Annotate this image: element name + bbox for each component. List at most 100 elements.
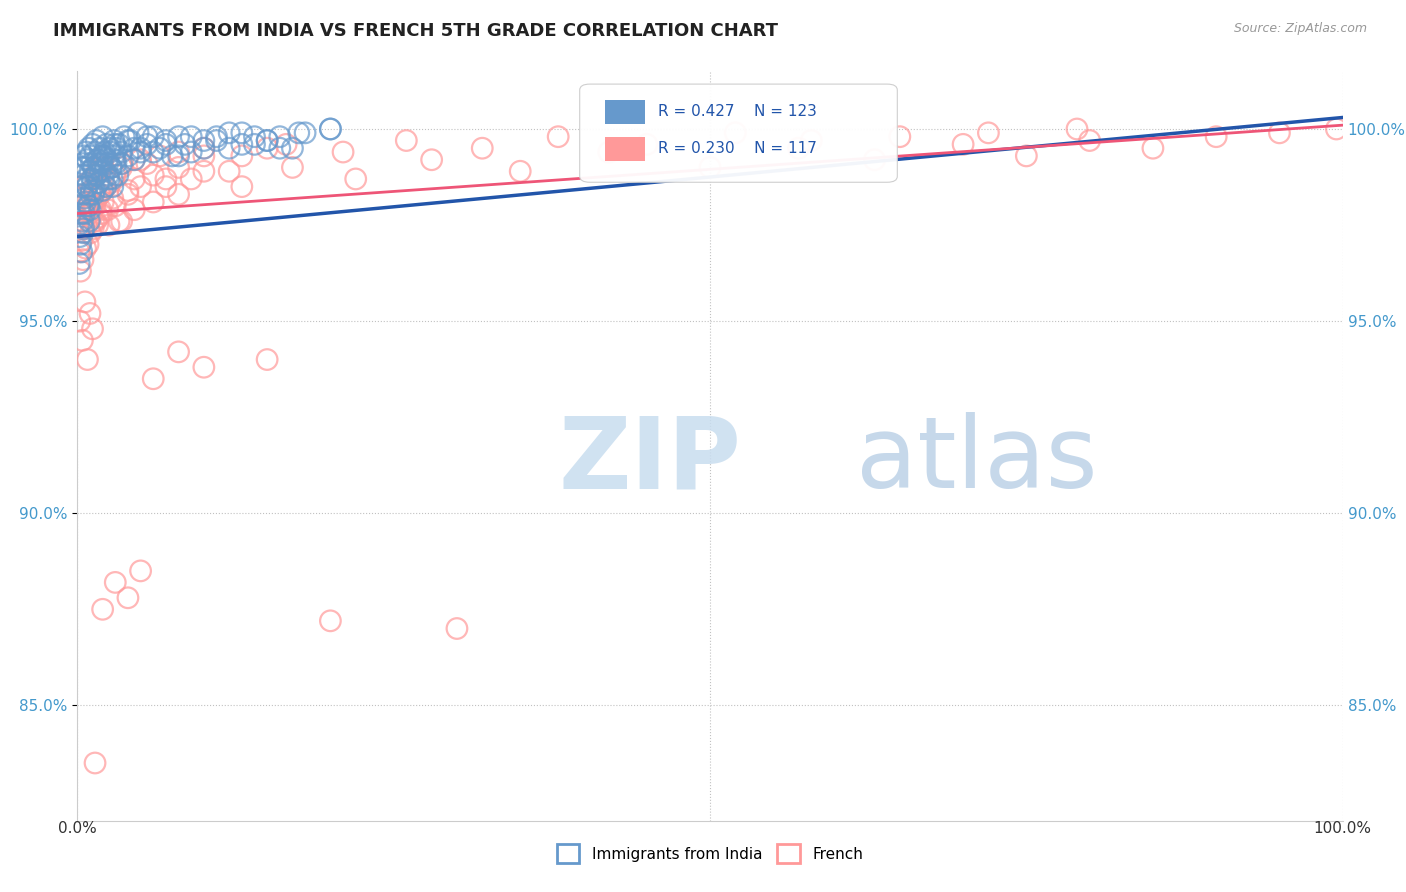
Point [89,141,111,155]
Text: R = 0.230    N = 117: R = 0.230 N = 117 [658,141,817,156]
Point [124,202,146,217]
Point [67,191,90,205]
Point [105,141,128,155]
Point [76,179,98,194]
Point [69,206,91,220]
Point [889,129,911,144]
Point [91,179,114,194]
Point [69,264,91,278]
Point [79,187,101,202]
Point [129,179,152,194]
Text: 100.0%: 100.0% [1313,821,1372,836]
Point [1015,149,1038,163]
Point [76,153,98,167]
Point [111,214,132,228]
Point [79,164,101,178]
Point [344,172,367,186]
Point [108,214,131,228]
Point [231,126,253,140]
Point [70,179,93,194]
Point [84,214,107,228]
Point [446,622,468,636]
Point [281,141,304,155]
Point [79,149,101,163]
Point [98,218,120,232]
Point [136,137,159,152]
Point [142,194,165,209]
Point [67,256,90,270]
Point [205,129,228,144]
Point [90,202,112,217]
Point [70,179,93,194]
Point [332,145,354,159]
Point [117,149,139,163]
Point [103,134,125,148]
Point [149,149,172,163]
Point [162,149,183,163]
Point [180,172,202,186]
Text: atlas: atlas [855,412,1097,509]
Point [82,199,104,213]
Point [1268,126,1291,140]
Point [952,137,974,152]
Point [83,214,105,228]
Point [89,187,111,202]
Point [193,141,215,155]
Point [83,161,105,175]
Point [90,164,112,178]
Point [193,164,215,178]
Point [111,156,134,170]
Point [80,172,103,186]
Point [94,179,117,194]
Point [101,179,124,194]
Y-axis label: 5th Grade: 5th Grade [0,411,3,481]
Point [111,161,132,175]
Point [67,218,90,232]
Point [218,126,240,140]
Point [87,176,110,190]
Point [89,156,111,170]
Point [124,172,146,186]
Point [94,179,117,194]
Point [117,591,139,605]
Point [636,137,658,152]
Point [155,134,177,148]
Point [256,141,278,155]
FancyBboxPatch shape [605,100,645,124]
Point [800,134,823,148]
Point [72,156,94,170]
Point [107,168,129,182]
Point [82,172,104,186]
Point [977,126,1000,140]
Point [98,145,121,159]
Point [82,137,104,152]
Point [77,237,100,252]
Point [97,202,120,217]
Point [108,137,131,152]
Point [75,241,97,255]
FancyBboxPatch shape [605,137,645,161]
Point [117,134,139,148]
Point [269,141,291,155]
Point [699,161,721,175]
Point [93,145,115,159]
Point [142,372,165,386]
Point [863,153,886,167]
Point [288,126,311,140]
Point [79,202,101,217]
Point [276,137,298,152]
Point [93,149,115,163]
Point [72,199,94,213]
Point [117,187,139,202]
Point [103,149,125,163]
Point [218,164,240,178]
Point [98,176,121,190]
Point [87,164,110,178]
Point [72,252,94,267]
Point [104,575,127,590]
Point [91,129,114,144]
Point [129,145,152,159]
Point [167,161,190,175]
Point [155,137,177,152]
Point [1066,122,1088,136]
